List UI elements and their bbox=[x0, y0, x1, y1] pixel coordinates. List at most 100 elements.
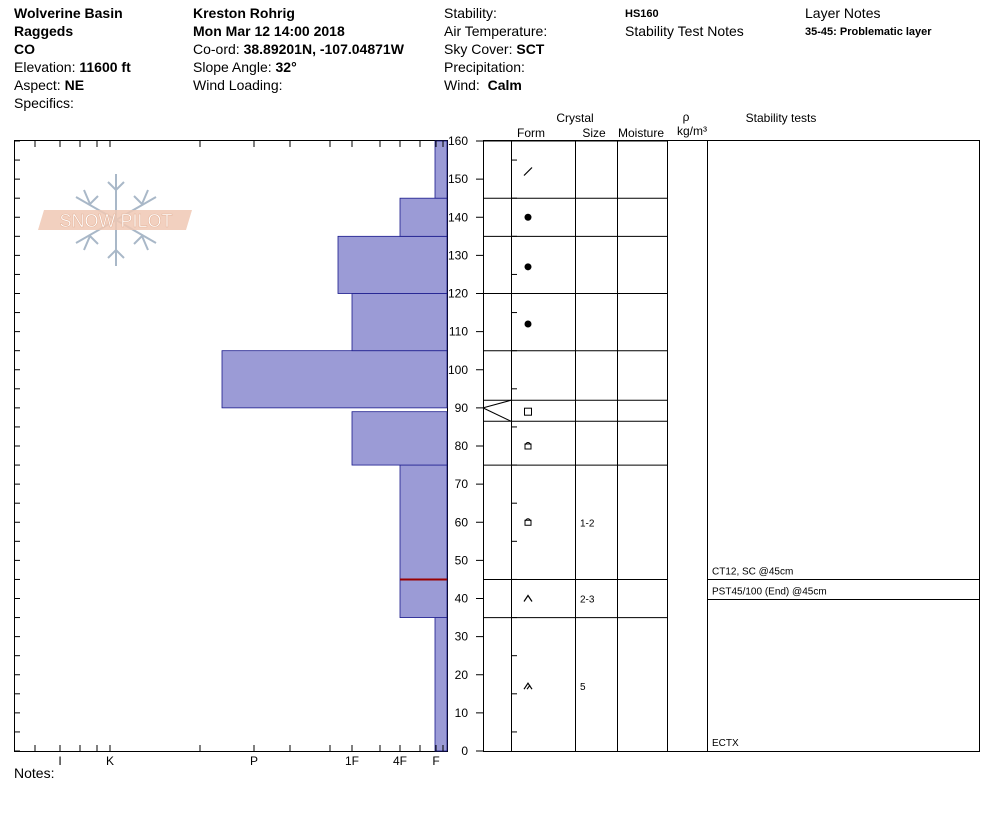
layer-connector bbox=[482, 407, 512, 422]
depth-axis-frame bbox=[483, 140, 512, 752]
depth-label: 120 bbox=[448, 287, 468, 301]
hardness-bar bbox=[337, 235, 448, 294]
aspect-value: NE bbox=[64, 77, 85, 93]
stability-tests: CT12, SC @45cm PST45/100 (End) @45cm ECTX bbox=[707, 566, 979, 749]
sky-value: SCT bbox=[516, 41, 545, 57]
crystal-form-precipitation-particles-icon bbox=[523, 167, 533, 176]
depth-label: 110 bbox=[449, 325, 468, 339]
layer-boundaries bbox=[482, 140, 667, 619]
logo-banner bbox=[38, 210, 192, 230]
precip-particle-icon bbox=[523, 167, 533, 176]
depth-label: 50 bbox=[455, 553, 469, 567]
rounding-facet-icon bbox=[524, 443, 532, 450]
depth-label: 140 bbox=[448, 210, 468, 224]
crystal-form-rounded-icon bbox=[524, 263, 532, 271]
hardness-bar bbox=[434, 140, 448, 199]
depth-label: 100 bbox=[448, 363, 468, 377]
location-name: Wolverine Basin bbox=[14, 5, 123, 21]
wind: Wind: Calm bbox=[444, 76, 522, 94]
depth-label: 90 bbox=[455, 401, 469, 415]
elevation-label: Elevation: bbox=[14, 59, 76, 75]
specifics-label: Specifics: bbox=[14, 95, 74, 111]
depth-label: 130 bbox=[448, 248, 468, 262]
layer-connector bbox=[482, 399, 512, 409]
layer-notes-title: Layer Notes bbox=[805, 5, 881, 21]
elevation-value: 11600 ft bbox=[79, 59, 131, 75]
crystal-size: 2-3 bbox=[580, 595, 595, 606]
facet-icon bbox=[523, 594, 533, 602]
stability-test-notes-title: Stability Test Notes bbox=[625, 23, 744, 39]
depth-label: 30 bbox=[455, 630, 469, 644]
rounded-grain-icon bbox=[524, 213, 532, 221]
crystal-size: 1-2 bbox=[580, 518, 595, 529]
hardness-bar bbox=[351, 293, 448, 352]
depth-label: 0 bbox=[461, 744, 468, 758]
state-name: CO bbox=[14, 41, 35, 57]
hardness-bar bbox=[351, 411, 448, 466]
hardness-bar bbox=[434, 617, 448, 752]
layer-note: 35-45: Problematic layer bbox=[805, 26, 932, 38]
wind-label: Wind: bbox=[444, 77, 480, 93]
hardness-label: 1F bbox=[345, 754, 359, 768]
crystal-form-crust-icon bbox=[524, 407, 532, 416]
hs-value: HS160 bbox=[625, 8, 659, 20]
stability-test-label: PST45/100 (End) @45cm bbox=[712, 586, 827, 597]
wind-loading-label: Wind Loading: bbox=[193, 77, 283, 93]
depth-label: 70 bbox=[455, 477, 469, 491]
stability-label: Stability: bbox=[444, 5, 497, 21]
hardness-label: P bbox=[250, 754, 258, 768]
slope-angle: Slope Angle: 32° bbox=[193, 58, 297, 76]
depth-label: 160 bbox=[448, 134, 468, 148]
hardness-bar bbox=[399, 464, 448, 618]
notes-label: Notes: bbox=[14, 765, 55, 781]
air-temp-label: Air Temperature: bbox=[444, 23, 548, 39]
density-symbol: ρ bbox=[683, 110, 690, 124]
crystal-form-surface-hoar-icon bbox=[523, 682, 533, 690]
crystal-form-faceted-icon bbox=[523, 594, 533, 602]
logo-text: SNOW PILOT bbox=[59, 211, 172, 231]
coord-label: Co-ord: bbox=[193, 41, 240, 57]
rounding-facet-icon bbox=[524, 519, 532, 526]
range-name: Raggeds bbox=[14, 23, 74, 39]
surface-hoar-stroke bbox=[526, 684, 531, 690]
precipitation-label: Precipitation: bbox=[444, 59, 525, 75]
surface-hoar-icon bbox=[523, 682, 533, 690]
sky-cover: Sky Cover: SCT bbox=[444, 40, 544, 58]
hardness-layers bbox=[221, 140, 448, 752]
hardness-bar bbox=[221, 350, 448, 409]
form-header: Form bbox=[517, 126, 545, 140]
rounded-grain-icon bbox=[524, 263, 532, 271]
size-header: Size bbox=[582, 126, 606, 140]
crystal-form-rounded-icon bbox=[524, 320, 532, 328]
snowpilot-logo: SNOW PILOT bbox=[38, 174, 192, 266]
hardness-axis-labels: I K P 1F 4F F bbox=[58, 754, 439, 768]
rounded-grain-icon bbox=[524, 320, 532, 328]
crystal-form-rounding-facets-icon bbox=[524, 518, 532, 526]
coord-value: 38.89201N, -107.04871W bbox=[243, 41, 404, 57]
hardness-label: F bbox=[432, 754, 439, 768]
crystal-table bbox=[511, 140, 980, 752]
crystal-header: Crystal bbox=[556, 111, 593, 125]
coordinates: Co-ord: 38.89201N, -107.04871W bbox=[193, 40, 404, 58]
slope-value: 32° bbox=[275, 59, 297, 75]
sky-label: Sky Cover: bbox=[444, 41, 513, 57]
stability-test-label: CT12, SC @45cm bbox=[712, 566, 793, 577]
aspect: Aspect: NE bbox=[14, 76, 84, 94]
observer-name: Kreston Rohrig bbox=[193, 5, 295, 21]
depth-label: 10 bbox=[455, 706, 469, 720]
hardness-label: I bbox=[58, 754, 61, 768]
rounding-facet-arc bbox=[524, 518, 532, 522]
crust-icon bbox=[524, 407, 532, 416]
depth-label: 60 bbox=[455, 515, 469, 529]
hardness-label: 4F bbox=[393, 754, 407, 768]
stability-tests-header: Stability tests bbox=[746, 111, 817, 125]
depth-axis: 0 10 20 30 40 50 60 70 80 90 100 110 120 130 140 150 160 bbox=[448, 134, 517, 758]
crystal-forms: 5 2-3 1-2 bbox=[523, 167, 595, 693]
elevation: Elevation: 11600 ft bbox=[14, 58, 131, 76]
hardness-axis bbox=[14, 140, 444, 752]
crystal-form-rounding-facets-icon bbox=[524, 442, 532, 450]
depth-label: 20 bbox=[455, 668, 469, 682]
crystal-form-rounded-icon bbox=[524, 213, 532, 221]
hardness-label: K bbox=[106, 754, 114, 768]
